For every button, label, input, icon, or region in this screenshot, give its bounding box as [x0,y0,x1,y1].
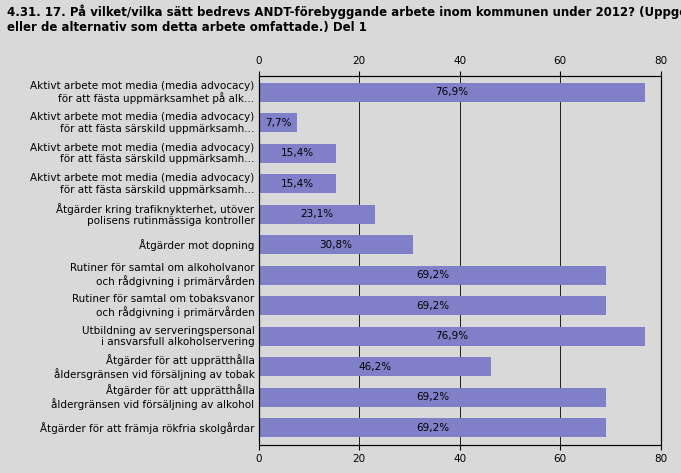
Text: 7,7%: 7,7% [265,118,291,128]
Bar [259,236,413,254]
Text: 4.31. 17. På vilket/vilka sätt bedrevs ANDT-förebyggande arbete inom kommunen un: 4.31. 17. På vilket/vilka sätt bedrevs A… [7,5,681,35]
Text: 69,2%: 69,2% [416,423,449,433]
Bar [259,175,336,193]
Bar [259,419,606,438]
Text: 46,2%: 46,2% [358,362,392,372]
Bar [259,358,491,377]
Text: 23,1%: 23,1% [300,210,334,219]
Bar [259,388,606,407]
Text: 76,9%: 76,9% [435,88,469,97]
Text: 15,4%: 15,4% [281,179,314,189]
Text: 69,2%: 69,2% [416,301,449,311]
Text: 69,2%: 69,2% [416,271,449,280]
Text: 30,8%: 30,8% [319,240,353,250]
Bar [259,205,375,224]
Bar [259,144,336,163]
Text: 76,9%: 76,9% [435,332,469,342]
Bar [259,266,606,285]
Bar [259,327,645,346]
Bar [259,114,298,132]
Text: 69,2%: 69,2% [416,393,449,403]
Text: 15,4%: 15,4% [281,149,314,158]
Bar [259,297,606,315]
Bar [259,83,645,102]
